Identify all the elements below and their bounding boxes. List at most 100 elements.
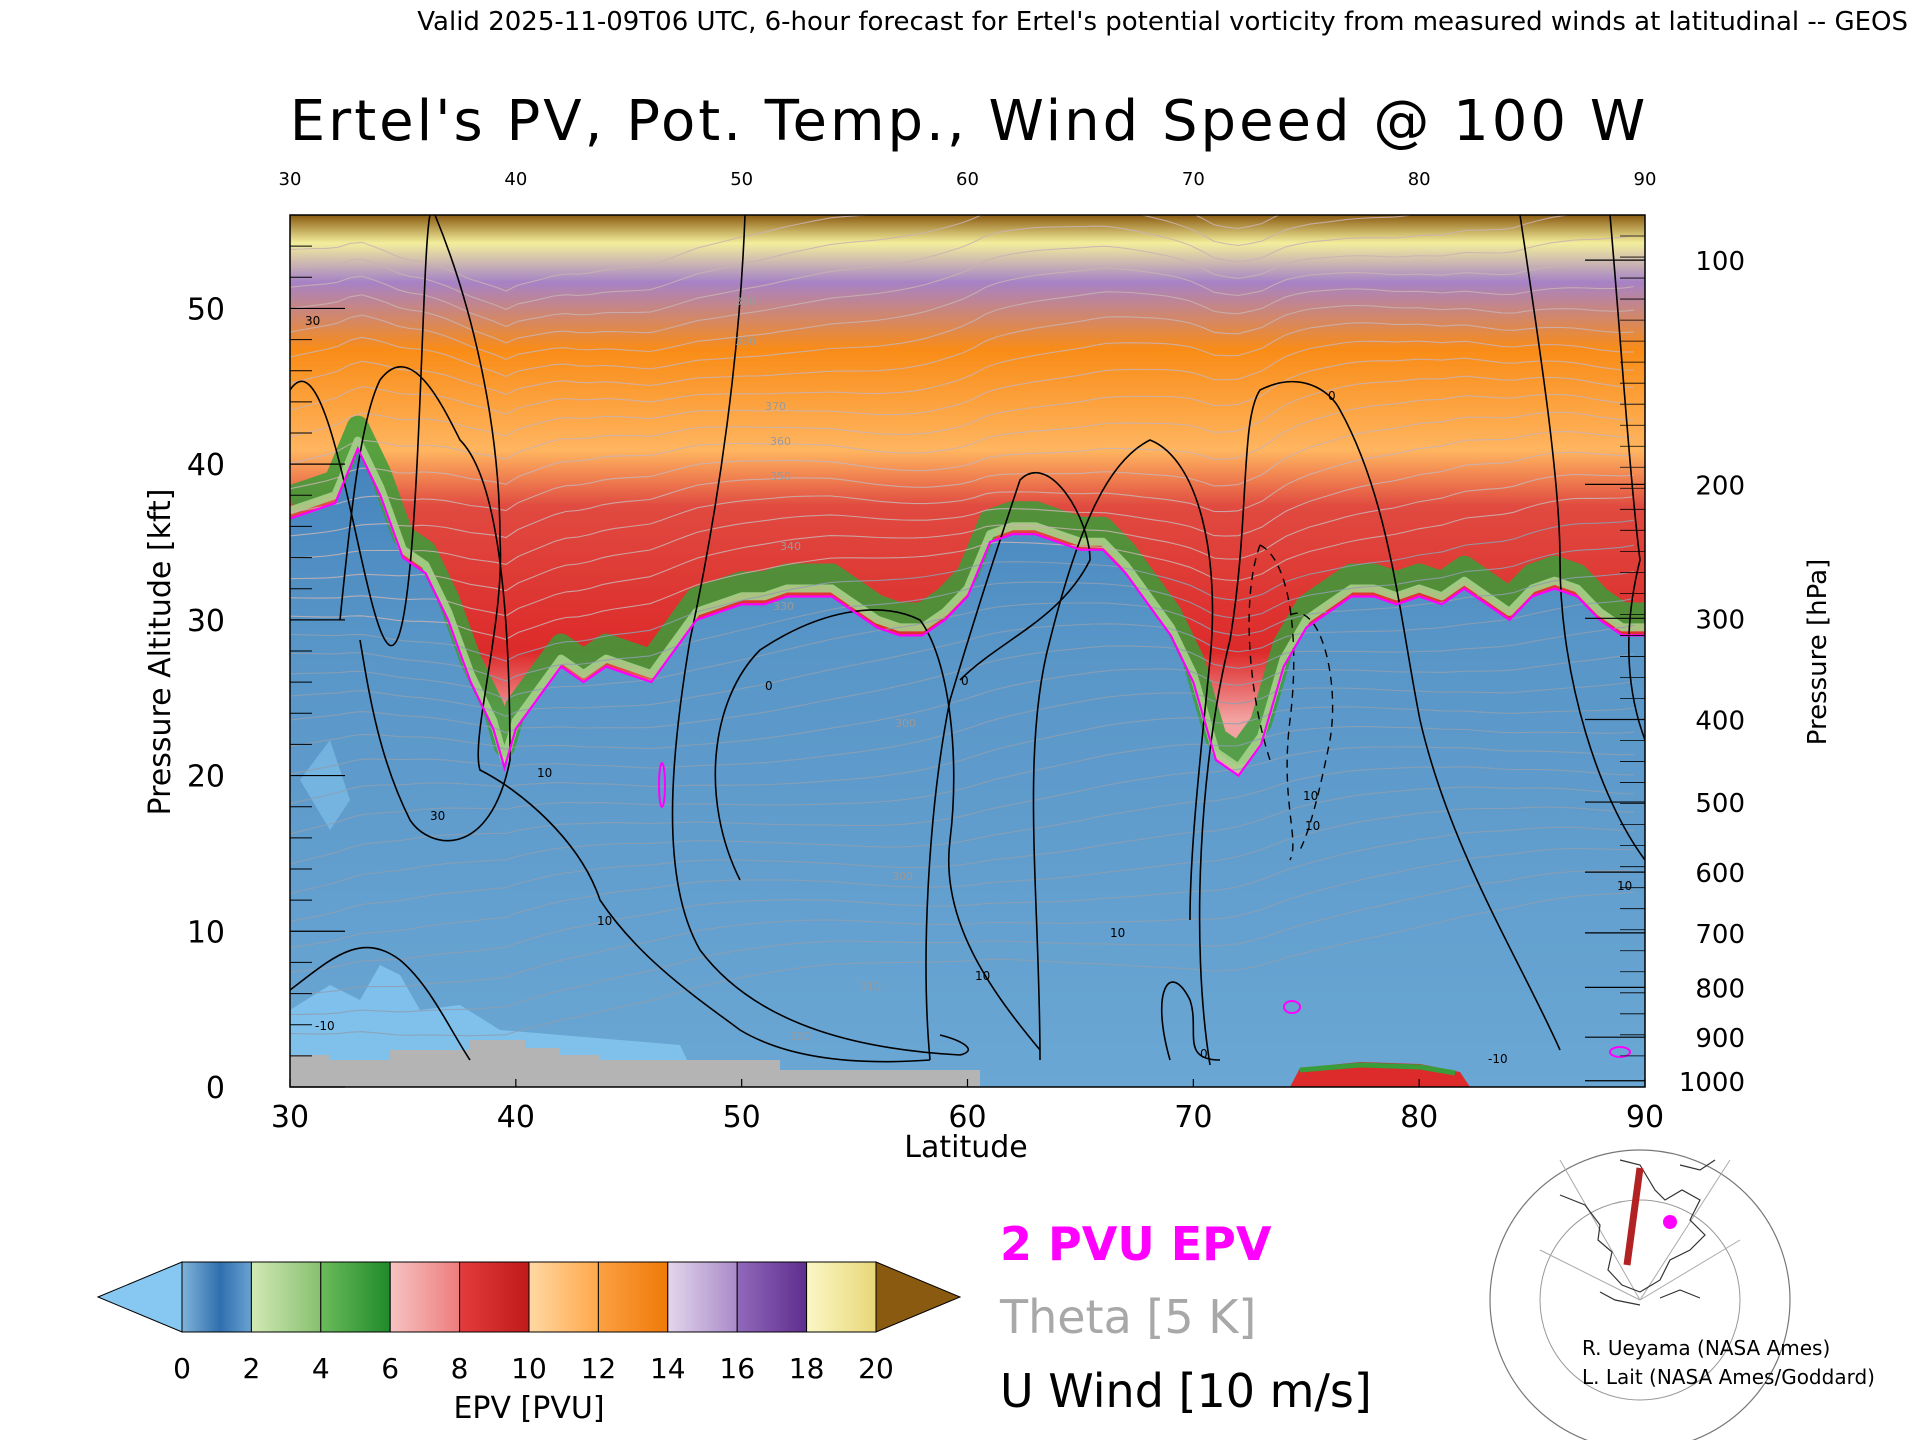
u-wind-contour: [1198, 380, 1561, 1066]
u-wind-contour: [1609, 215, 1645, 741]
u-wind-contour: [434, 215, 931, 1063]
colorbar-segment: [389, 1261, 461, 1333]
inset-map-coastline: [1559, 1159, 1716, 1306]
colorbar-tick-label: 12: [581, 1352, 617, 1385]
theta-contour: [290, 451, 1635, 592]
legend-theta: Theta [5 K]: [999, 1290, 1256, 1344]
x-top-tick-label: 70: [1182, 169, 1205, 190]
theta-contour: [290, 519, 1635, 662]
theta-contour-label: 300: [892, 870, 913, 883]
colorbar-tick-label: 0: [173, 1352, 191, 1385]
colorbar-tick-label: 6: [381, 1352, 399, 1385]
colorbar-segment: [736, 1261, 808, 1333]
theta-contour: [290, 725, 1635, 835]
theta-contour-label: 380: [735, 335, 756, 348]
epv-blob: [658, 762, 666, 808]
theta-contour: [290, 706, 1635, 805]
wind-contour-label: 10: [1110, 926, 1125, 940]
plot-area: 30 30 10 10 10 10 10 10 0 0 0 0 -10 -10 10 300 300 310 320…: [290, 215, 1645, 1087]
low-pv-patch-left: [300, 740, 350, 830]
theta-contour-label: 320: [790, 1030, 811, 1043]
colorbar-segment: [459, 1261, 530, 1333]
pressure-tick-label: 400: [1695, 707, 1745, 737]
theta-contour: [290, 340, 1635, 438]
colorbar-tick-label: 20: [858, 1352, 894, 1385]
theta-contour: [290, 473, 1635, 617]
colorbar: 0 2 4 6 8 10 12 14 16 18 20 EPV [PVU]: [96, 1261, 962, 1426]
theta-contour: [290, 375, 1635, 490]
pressure-tick-label: 800: [1695, 974, 1745, 1004]
x-tick-label: 50: [723, 1100, 761, 1135]
y-tick-label: 20: [187, 760, 225, 795]
epv-blob: [1283, 1000, 1301, 1014]
wind-contour-label: 10: [597, 914, 612, 928]
y-tick-label: 30: [187, 604, 225, 639]
theta-contours: [290, 215, 1635, 1037]
x-top-tick-label: 50: [730, 169, 753, 190]
theta-contour: [290, 393, 1635, 513]
y-axis-left: 0 10 20 30 40 50: [187, 245, 345, 1106]
wind-contour-label: 10: [1617, 879, 1632, 893]
u-wind-contours: [290, 215, 1645, 1066]
x-axis-label: Latitude: [904, 1130, 1027, 1165]
theta-contour-label: 310: [860, 980, 881, 993]
pressure-tick-label: 700: [1695, 920, 1745, 950]
wind-contour-label: 10: [1305, 819, 1320, 833]
theta-contour: [290, 847, 1635, 995]
credit-line-1: R. Ueyama (NASA Ames): [1582, 1336, 1830, 1360]
x-top-tick-label: 60: [956, 169, 979, 190]
u-wind-contour: [290, 946, 471, 1061]
surface-pv-band-green: [1299, 1062, 1456, 1076]
colorbar-segment: [250, 1261, 322, 1333]
theta-contour: [290, 411, 1635, 539]
u-wind-contour: [1160, 981, 1221, 1061]
colorbar-tick-label: 4: [312, 1352, 330, 1385]
theta-contour-label: 370: [765, 400, 786, 413]
colorbar-under-arrow: [96, 1261, 183, 1333]
wind-contour-label: 30: [430, 809, 445, 823]
pressure-tick-label: 100: [1695, 247, 1745, 277]
x-top-tick-label: 40: [504, 169, 527, 190]
wind-contour-label: 10: [975, 969, 990, 983]
theta-contour: [290, 357, 1635, 465]
terrain-mask: [290, 1040, 980, 1087]
colorbar-segment: [320, 1261, 391, 1333]
wind-contour-label: 10: [1303, 789, 1318, 803]
inset-map-latitude-ring: [1539, 1199, 1741, 1401]
inset-map-marker: [1663, 1215, 1677, 1229]
stratosphere-field: [290, 215, 1645, 776]
theta-contour: [290, 891, 1635, 1037]
x-axis-bottom: 30 40 50 60 70 80 90: [271, 1079, 1664, 1135]
theta-contour-label: 340: [780, 540, 801, 553]
legend-u-wind: U Wind [10 m/s]: [1000, 1364, 1372, 1418]
pressure-tick-label: 1000: [1679, 1068, 1745, 1098]
theta-contour: [290, 597, 1635, 717]
x-tick-label: 60: [948, 1100, 986, 1135]
u-wind-contour: [290, 215, 431, 646]
theta-contour: [290, 260, 1635, 360]
colorbar-tick-label: 2: [242, 1352, 260, 1385]
wind-contour-label: 0: [961, 674, 969, 688]
theta-contour: [290, 304, 1635, 396]
pressure-tick-label: 600: [1695, 859, 1745, 889]
theta-contour-label: 360: [770, 435, 791, 448]
chart-title: Ertel's PV, Pot. Temp., Wind Speed @ 100…: [290, 89, 1648, 154]
epv-blob: [1609, 1046, 1631, 1058]
theta-contour-label: 330: [773, 600, 794, 613]
theta-contour: [290, 234, 1635, 344]
theta-contour: [290, 652, 1635, 750]
theta-contour: [290, 215, 1572, 328]
colorbar-segment: [181, 1261, 252, 1333]
x-top-tick-label: 30: [279, 169, 302, 190]
theta-contour: [290, 496, 1635, 640]
u-wind-contour: [1032, 439, 1214, 1061]
x-tick-label: 80: [1400, 1100, 1438, 1135]
x-tick-label: 30: [271, 1100, 309, 1135]
y-tick-label: 40: [187, 448, 225, 483]
u-wind-negative-contour: [1289, 612, 1334, 851]
theta-contour: [290, 806, 1635, 949]
contour-labels: 30 30 10 10 10 10 10 10 0 0 0 0 -10 -10 10 300 300 310 320…: [305, 295, 1632, 1066]
pressure-tick-label: 500: [1695, 789, 1745, 819]
theta-contour-label: 350: [770, 470, 791, 483]
theta-contour: [290, 746, 1635, 865]
